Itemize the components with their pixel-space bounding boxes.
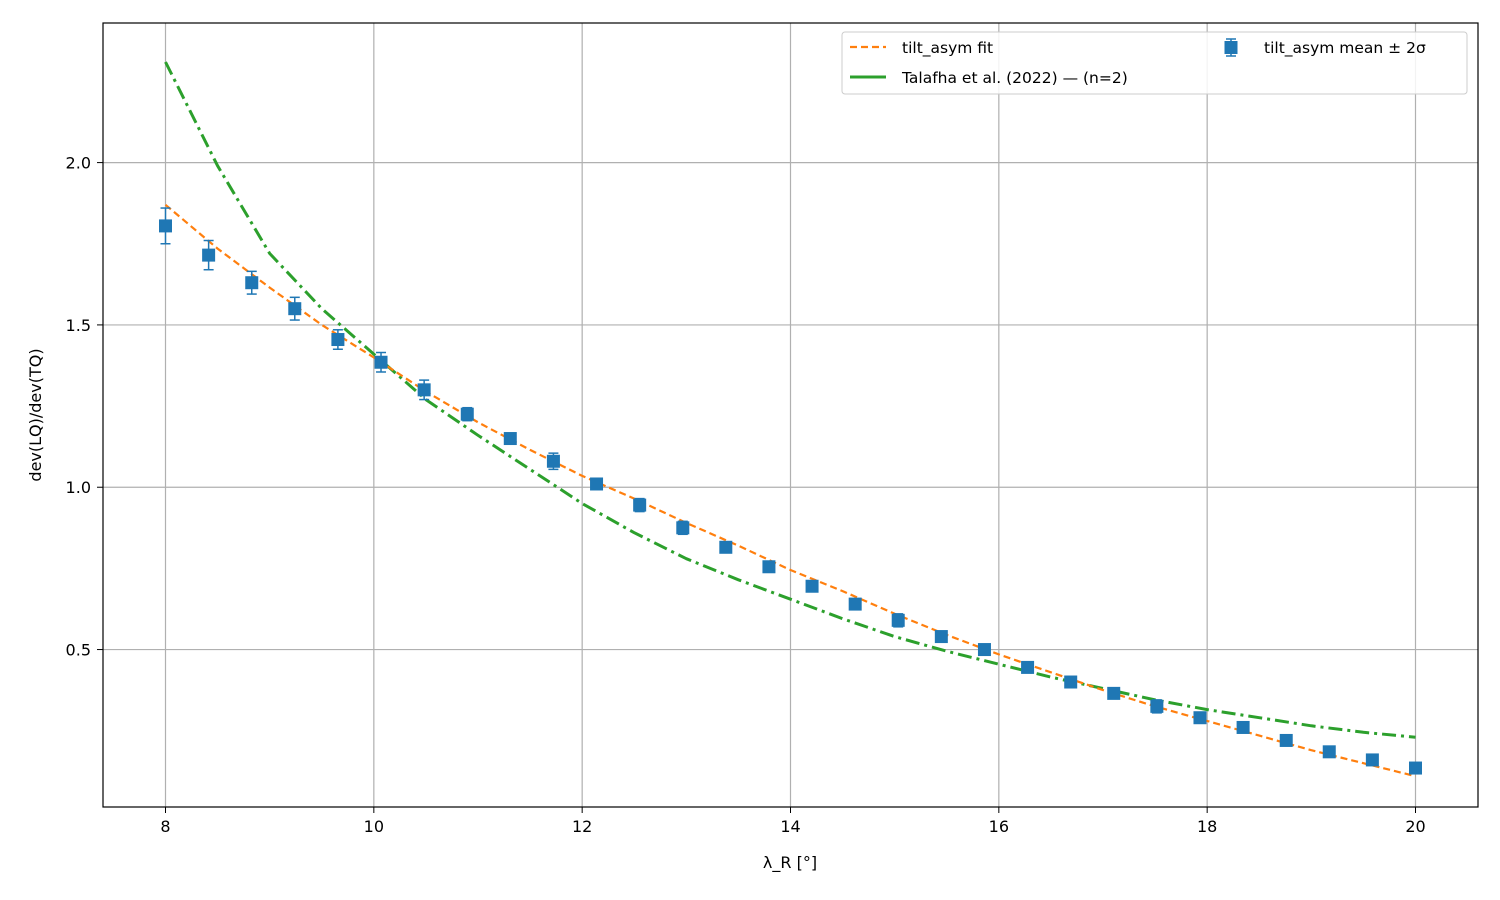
mean-point (1409, 761, 1422, 775)
legend: tilt_asym fit Talafha et al. (2022) — (n… (841, 31, 1468, 95)
mean-marker (977, 643, 991, 657)
mean-marker (719, 540, 733, 554)
grid (103, 23, 1478, 807)
fit-line (164, 203, 1416, 778)
mean-marker (934, 630, 948, 644)
mean-point (1193, 711, 1207, 725)
mean-point (503, 432, 517, 446)
mean-point (1150, 699, 1164, 714)
mean-marker (417, 383, 431, 397)
x-tick-label: 10 (364, 817, 384, 836)
mean-marker (1021, 660, 1035, 674)
mean-point (934, 630, 948, 644)
mean-marker (503, 432, 517, 446)
mean-point (762, 560, 776, 574)
mean-marker (1064, 675, 1078, 689)
legend-mean-marker (1224, 41, 1238, 54)
x-axis-label: λ_R [°] (763, 853, 817, 873)
mean-point (1064, 675, 1078, 689)
mean-point (1107, 686, 1121, 700)
mean-point (633, 497, 647, 513)
mean-marker (460, 407, 474, 421)
mean-marker (1279, 733, 1293, 747)
y-tick-label: 0.5 (66, 641, 91, 660)
mean-point (417, 379, 431, 401)
mean-marker (805, 579, 819, 593)
mean-marker (288, 302, 302, 316)
legend-mean-label: tilt_asym mean ± 2σ (1264, 39, 1426, 58)
talafha-line (164, 61, 1416, 739)
legend-mean-swatch (1224, 38, 1238, 57)
x-tick-label: 12 (572, 817, 592, 836)
legend-talafha-label: Talafha et al. (2022) — (n=2) (901, 69, 1128, 87)
mean-point (331, 329, 345, 351)
mean-point (374, 351, 388, 373)
mean-point (288, 296, 302, 321)
mean-marker (1365, 753, 1379, 767)
mean-point (1322, 745, 1336, 759)
x-tick-label: 16 (989, 817, 1009, 836)
mean-point (805, 579, 819, 593)
mean-point (590, 477, 604, 491)
mean-point (891, 613, 905, 628)
mean-point (1279, 733, 1293, 747)
mean-point (202, 239, 216, 271)
mean-marker (1193, 711, 1207, 725)
y-tick-label: 2.0 (66, 154, 91, 173)
mean-marker (762, 560, 776, 574)
x-tick-label: 20 (1405, 817, 1425, 836)
mean-marker (1322, 745, 1336, 759)
x-tick-label: 14 (780, 817, 800, 836)
mean-marker (546, 454, 560, 468)
mean-point (848, 597, 862, 611)
mean-point (460, 406, 474, 422)
mean-marker (245, 276, 259, 290)
mean-marker (633, 498, 647, 512)
mean-marker (1107, 686, 1121, 700)
x-tick-label: 8 (160, 817, 170, 836)
mean-point (1021, 660, 1035, 674)
legend-fit-label: tilt_asym fit (902, 39, 993, 58)
mean-point (1365, 753, 1379, 767)
mean-marker (590, 477, 604, 491)
mean-point (245, 270, 259, 295)
x-tick-label: 18 (1197, 817, 1217, 836)
mean-point (719, 540, 733, 554)
y-tick-label: 1.5 (66, 316, 91, 335)
mean-marker (891, 613, 905, 627)
plot-area (159, 61, 1422, 778)
legend-box (841, 31, 1468, 95)
mean-marker (676, 521, 690, 535)
y-axis-label: dev(LQ)/dev(TQ) (26, 348, 45, 481)
mean-point (159, 207, 172, 245)
mean-marker (1236, 720, 1250, 734)
mean-marker (1150, 699, 1164, 713)
mean-point (1236, 720, 1250, 734)
mean-marker (331, 333, 345, 347)
mean-marker (202, 248, 216, 262)
mean-marker (159, 219, 172, 233)
mean-point (676, 520, 690, 536)
y-tick-label: 1.0 (66, 478, 91, 497)
ticks: 8 10 12 14 16 18 20 0.5 1.0 1.5 2.0 (66, 154, 1426, 836)
mean-marker (1409, 761, 1422, 775)
mean-point (977, 643, 991, 657)
mean-marker (848, 597, 862, 611)
mean-point (546, 452, 560, 471)
mean-marker (374, 355, 388, 369)
